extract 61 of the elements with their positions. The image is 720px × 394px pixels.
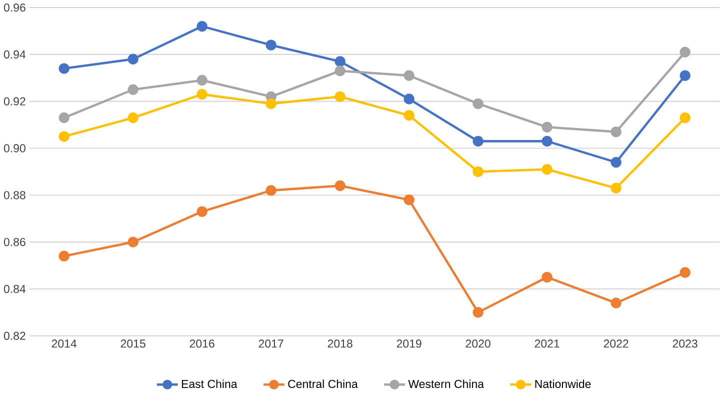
point — [404, 70, 414, 82]
y-tick-label: 0.84 — [4, 285, 26, 294]
point — [542, 136, 552, 147]
point — [58, 131, 70, 142]
legend-label: Western China — [408, 380, 484, 388]
legend-label: Central China — [288, 380, 358, 388]
point — [334, 180, 346, 192]
x-tick-label: 2022 — [604, 340, 628, 348]
point — [196, 21, 208, 32]
y-tick-label: 0.94 — [4, 50, 26, 59]
point — [472, 166, 484, 178]
x-tick-label: 2017 — [258, 340, 284, 348]
y-tick-label: 0.88 — [4, 191, 26, 200]
point — [196, 206, 208, 218]
x-tick-label: 2023 — [672, 340, 698, 348]
point — [334, 91, 346, 102]
y-tick-label: 0.92 — [4, 97, 26, 106]
point — [610, 157, 622, 168]
point — [680, 267, 690, 278]
point — [610, 126, 622, 138]
point — [266, 185, 276, 196]
point — [542, 164, 552, 175]
point — [610, 182, 622, 194]
point — [334, 66, 346, 76]
point — [472, 98, 484, 110]
y-tick-label: 0.82 — [4, 332, 26, 340]
point — [472, 307, 484, 318]
point — [58, 63, 70, 74]
point — [404, 110, 414, 121]
point — [680, 70, 690, 82]
point — [266, 40, 276, 51]
x-tick-label: 2018 — [328, 340, 352, 348]
point — [472, 136, 484, 147]
point — [404, 194, 414, 206]
point — [128, 236, 138, 248]
point — [680, 112, 690, 124]
x-tick-label: 2019 — [396, 340, 422, 348]
point — [334, 56, 346, 67]
point — [128, 54, 138, 65]
legend-label: East China — [182, 380, 238, 388]
x-tick-label: 2014 — [52, 340, 77, 348]
point — [196, 89, 208, 100]
x-tick-label: 2020 — [466, 340, 490, 348]
point — [542, 272, 552, 283]
point — [542, 122, 552, 133]
x-tick-label: 2016 — [190, 340, 214, 348]
x-tick-label: 2015 — [120, 340, 146, 348]
point — [266, 98, 276, 110]
x-tick-label: 2021 — [534, 340, 560, 348]
point — [58, 250, 70, 262]
point — [680, 46, 690, 58]
y-tick-label: 0.90 — [4, 144, 26, 152]
point — [58, 112, 70, 124]
point — [128, 84, 138, 96]
y-tick-label: 0.96 — [4, 4, 26, 12]
point — [128, 112, 138, 124]
y-tick-label: 0.86 — [4, 238, 26, 246]
point — [404, 94, 414, 104]
point — [610, 298, 622, 308]
point — [196, 75, 208, 86]
legend-label: Nationwide — [535, 380, 591, 388]
